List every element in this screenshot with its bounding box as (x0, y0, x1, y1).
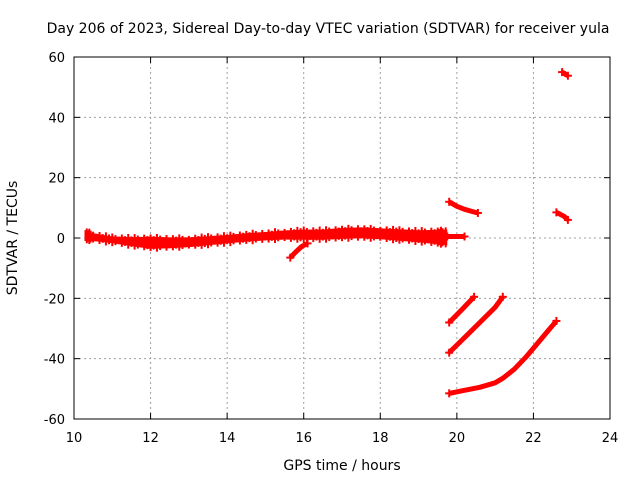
x-tick-label: 20 (449, 431, 466, 446)
y-tick-label: 20 (48, 172, 65, 187)
y-tick-label: 0 (57, 232, 65, 247)
y-tick-label: -40 (44, 353, 65, 368)
x-tick-label: 14 (219, 431, 236, 446)
series-arc-20-b (447, 295, 476, 325)
y-axis-label: SDTVAR / TECUs (5, 181, 21, 296)
y-tick-label: 40 (48, 111, 65, 126)
x-axis-label: GPS time / hours (283, 458, 400, 474)
series-arc-20-d (448, 319, 559, 396)
y-tick-label: 60 (48, 51, 65, 66)
x-tick-label: 18 (372, 431, 389, 446)
y-tick-label: -20 (44, 292, 65, 307)
x-tick-label: 12 (142, 431, 159, 446)
x-tick-label: 24 (602, 431, 619, 446)
series-dip-15-8 (288, 241, 309, 260)
x-tick-label: 10 (66, 431, 83, 446)
chart-title: Day 206 of 2023, Sidereal Day-to-day VTE… (47, 21, 610, 37)
x-tick-label: 22 (525, 431, 542, 446)
data-series (84, 68, 572, 398)
y-tick-label: -60 (44, 413, 65, 428)
axis-ticks: 10 12 14 16 18 20 22 24 -60 -40 -20 0 20 40 60 (44, 51, 619, 446)
series-arc-20-c (447, 295, 505, 355)
x-tick-label: 16 (295, 431, 312, 446)
series-arc-20-a (447, 199, 479, 216)
series-arc-22-a (555, 210, 570, 222)
